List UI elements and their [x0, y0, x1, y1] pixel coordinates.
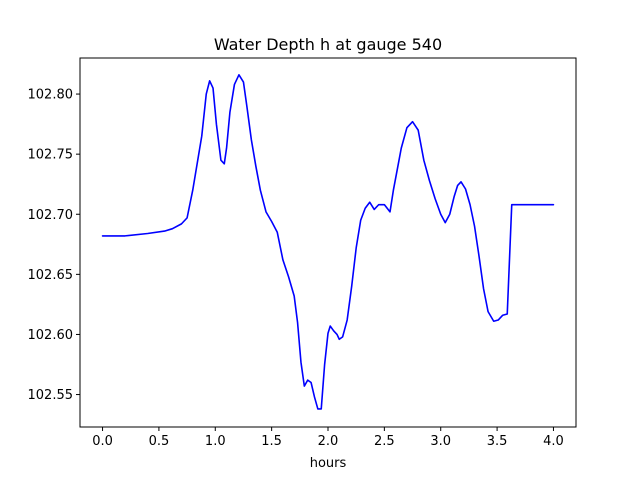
x-tick-label: 2.0	[318, 434, 339, 449]
chart-title: Water Depth h at gauge 540	[214, 35, 442, 54]
x-tick-label: 2.5	[374, 434, 395, 449]
x-axis: 0.0 0.5 1.0 1.5 2.0 2.5 3.0 3.5 4.0	[92, 427, 564, 449]
y-tick-label: 102.80	[28, 88, 74, 103]
y-tick-label: 102.70	[28, 208, 74, 223]
y-axis: 102.55 102.60 102.65 102.70 102.75 102.80	[28, 88, 80, 403]
x-tick-label: 0.5	[149, 434, 170, 449]
x-tick-label: 4.0	[543, 434, 564, 449]
x-tick-label: 3.0	[430, 434, 451, 449]
data-layer	[101, 74, 555, 410]
x-tick-label: 1.0	[205, 434, 226, 449]
x-axis-label: hours	[310, 456, 347, 471]
x-tick-label: 1.5	[261, 434, 282, 449]
series-line-0	[101, 74, 555, 410]
y-tick-label: 102.75	[28, 148, 74, 163]
y-tick-label: 102.60	[28, 328, 74, 343]
x-tick-label: 3.5	[487, 434, 508, 449]
y-tick-label: 102.65	[28, 268, 74, 283]
y-tick-label: 102.55	[28, 388, 74, 403]
x-tick-label: 0.0	[92, 434, 113, 449]
